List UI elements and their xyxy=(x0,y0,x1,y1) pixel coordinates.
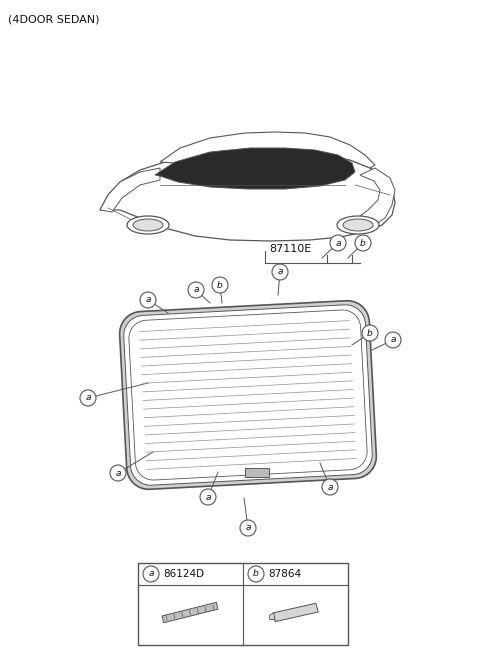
Text: b: b xyxy=(367,329,373,337)
Text: b: b xyxy=(360,239,366,247)
FancyBboxPatch shape xyxy=(138,563,348,645)
Ellipse shape xyxy=(127,216,169,234)
Text: a: a xyxy=(148,569,154,579)
Text: a: a xyxy=(245,523,251,533)
Circle shape xyxy=(110,465,126,481)
Polygon shape xyxy=(124,305,372,485)
Text: a: a xyxy=(205,493,211,501)
Circle shape xyxy=(80,390,96,406)
Text: a: a xyxy=(335,239,341,247)
FancyBboxPatch shape xyxy=(245,468,269,477)
Circle shape xyxy=(385,332,401,348)
Text: a: a xyxy=(115,468,121,478)
Polygon shape xyxy=(120,300,376,489)
Circle shape xyxy=(322,479,338,495)
Text: 87110E: 87110E xyxy=(269,244,311,254)
Ellipse shape xyxy=(337,216,379,234)
Ellipse shape xyxy=(133,219,163,231)
Circle shape xyxy=(212,277,228,293)
Text: a: a xyxy=(327,483,333,491)
Circle shape xyxy=(240,520,256,536)
Text: a: a xyxy=(85,394,91,403)
Circle shape xyxy=(330,235,346,251)
Circle shape xyxy=(248,566,264,582)
Polygon shape xyxy=(162,602,218,623)
Polygon shape xyxy=(100,168,160,212)
Polygon shape xyxy=(355,168,395,233)
Polygon shape xyxy=(273,604,318,622)
Text: b: b xyxy=(217,281,223,289)
Polygon shape xyxy=(269,613,275,620)
Polygon shape xyxy=(100,152,395,241)
Text: 86124D: 86124D xyxy=(163,569,204,579)
Ellipse shape xyxy=(343,219,373,231)
Circle shape xyxy=(143,566,159,582)
Circle shape xyxy=(362,325,378,341)
Circle shape xyxy=(200,489,216,505)
Text: a: a xyxy=(277,268,283,276)
Circle shape xyxy=(140,292,156,308)
Circle shape xyxy=(355,235,371,251)
Polygon shape xyxy=(129,310,367,480)
Circle shape xyxy=(188,282,204,298)
Circle shape xyxy=(272,264,288,280)
Text: b: b xyxy=(253,569,259,579)
Polygon shape xyxy=(160,132,375,168)
Text: a: a xyxy=(390,335,396,344)
Text: (4DOOR SEDAN): (4DOOR SEDAN) xyxy=(8,14,99,24)
Polygon shape xyxy=(155,148,355,189)
Text: a: a xyxy=(193,285,199,295)
Text: 87864: 87864 xyxy=(268,569,301,579)
Text: a: a xyxy=(145,295,151,304)
